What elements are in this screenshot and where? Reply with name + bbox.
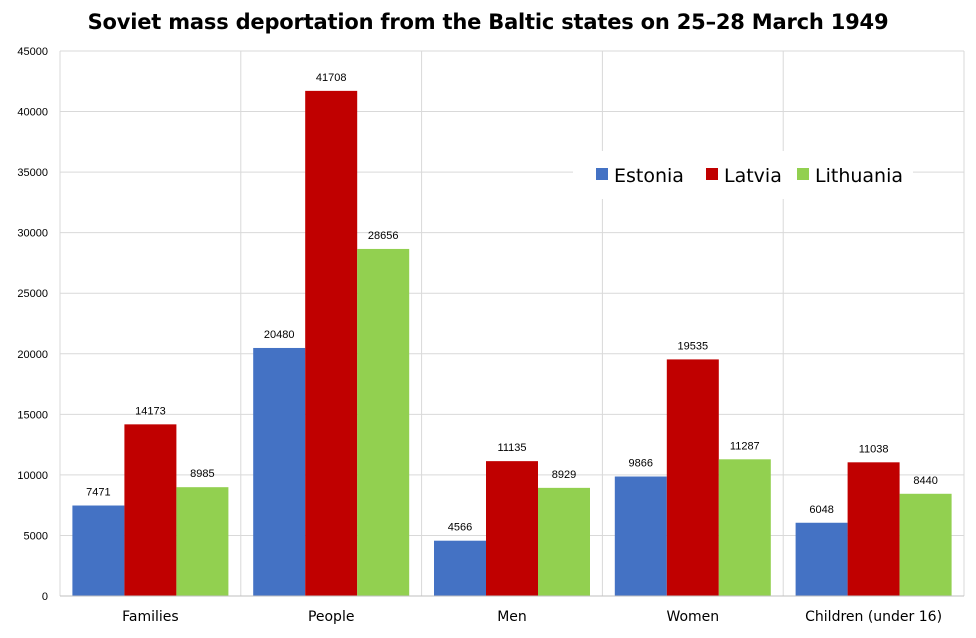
labels-layer: 7471 20480 4566 9866 6048 14173 41708 11135 1953… xyxy=(86,72,938,534)
bar-lithuania-3 xyxy=(718,459,771,596)
bar-latvia-0 xyxy=(124,424,177,596)
data-label: 19535 xyxy=(678,340,709,352)
x-tick-label: Children (under 16) xyxy=(805,609,942,625)
bar-estonia-3 xyxy=(614,476,667,596)
x-tick-label: Men xyxy=(497,609,527,625)
legend-swatch-lithuania xyxy=(797,168,809,180)
data-label: 8440 xyxy=(913,475,937,487)
data-label: 28656 xyxy=(368,230,399,242)
bar-estonia-4 xyxy=(795,522,848,596)
data-label: 20480 xyxy=(264,329,295,341)
bar-latvia-3 xyxy=(666,359,719,596)
bar-estonia-1 xyxy=(253,347,306,596)
x-tick-label: People xyxy=(308,609,355,625)
y-tick-label: 10000 xyxy=(17,470,48,482)
y-tick-label: 0 xyxy=(42,591,48,603)
bar-estonia-0 xyxy=(72,505,125,596)
axis-layer: 0 5000 10000 15000 20000 25000 30000 35000 40000… xyxy=(17,46,964,625)
legend-label-estonia: Estonia xyxy=(614,165,684,187)
y-tick-label: 45000 xyxy=(17,46,48,58)
bars-layer xyxy=(72,90,952,596)
x-tick-label: Families xyxy=(122,609,179,625)
legend-swatch-latvia xyxy=(706,168,718,180)
legend: Estonia Latvia Lithuania xyxy=(573,151,913,199)
y-tick-label: 20000 xyxy=(17,349,48,361)
data-label: 8985 xyxy=(190,468,214,480)
chart-title: Soviet mass deportation from the Baltic … xyxy=(87,10,889,34)
y-tick-label: 15000 xyxy=(17,409,48,421)
bar-lithuania-1 xyxy=(357,248,410,596)
data-label: 11038 xyxy=(859,443,889,455)
x-tick-label: Women xyxy=(666,609,719,625)
data-label: 9866 xyxy=(629,458,653,470)
data-label: 14173 xyxy=(135,405,166,417)
bar-latvia-4 xyxy=(847,462,900,596)
data-label: 8929 xyxy=(552,469,576,481)
y-tick-label: 5000 xyxy=(24,530,48,542)
data-label: 41708 xyxy=(316,72,347,84)
legend-swatch-estonia xyxy=(596,168,608,180)
bar-lithuania-0 xyxy=(176,487,229,596)
data-label: 11135 xyxy=(498,442,527,454)
legend-label-lithuania: Lithuania xyxy=(815,165,903,187)
y-tick-label: 40000 xyxy=(17,107,48,119)
legend-box xyxy=(573,151,913,199)
bar-latvia-2 xyxy=(486,461,538,596)
bar-estonia-2 xyxy=(434,540,486,596)
bar-latvia-1 xyxy=(305,90,358,596)
data-label: 6048 xyxy=(809,504,833,516)
data-label: 4566 xyxy=(448,522,472,534)
bar-lithuania-2 xyxy=(538,487,590,596)
data-label: 7471 xyxy=(86,487,110,499)
y-tick-label: 30000 xyxy=(17,228,48,240)
legend-label-latvia: Latvia xyxy=(724,165,782,187)
y-tick-label: 25000 xyxy=(17,288,48,300)
data-label: 11287 xyxy=(730,440,760,452)
y-tick-label: 35000 xyxy=(17,167,48,179)
bar-lithuania-4 xyxy=(899,493,952,596)
